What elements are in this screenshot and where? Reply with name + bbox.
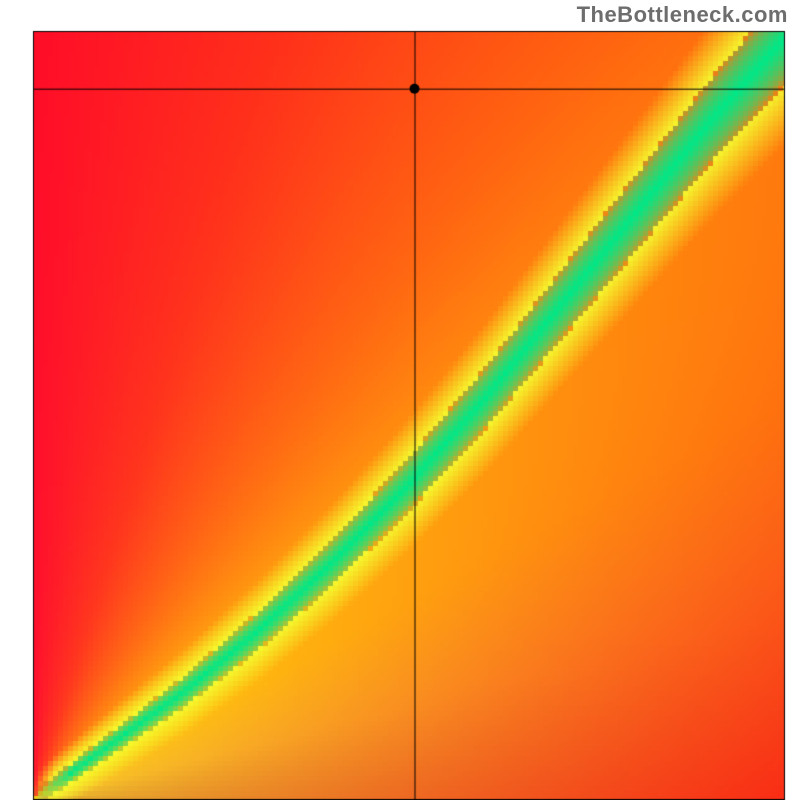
heatmap-canvas [0, 0, 800, 800]
chart-container: TheBottleneck.com [0, 0, 800, 800]
